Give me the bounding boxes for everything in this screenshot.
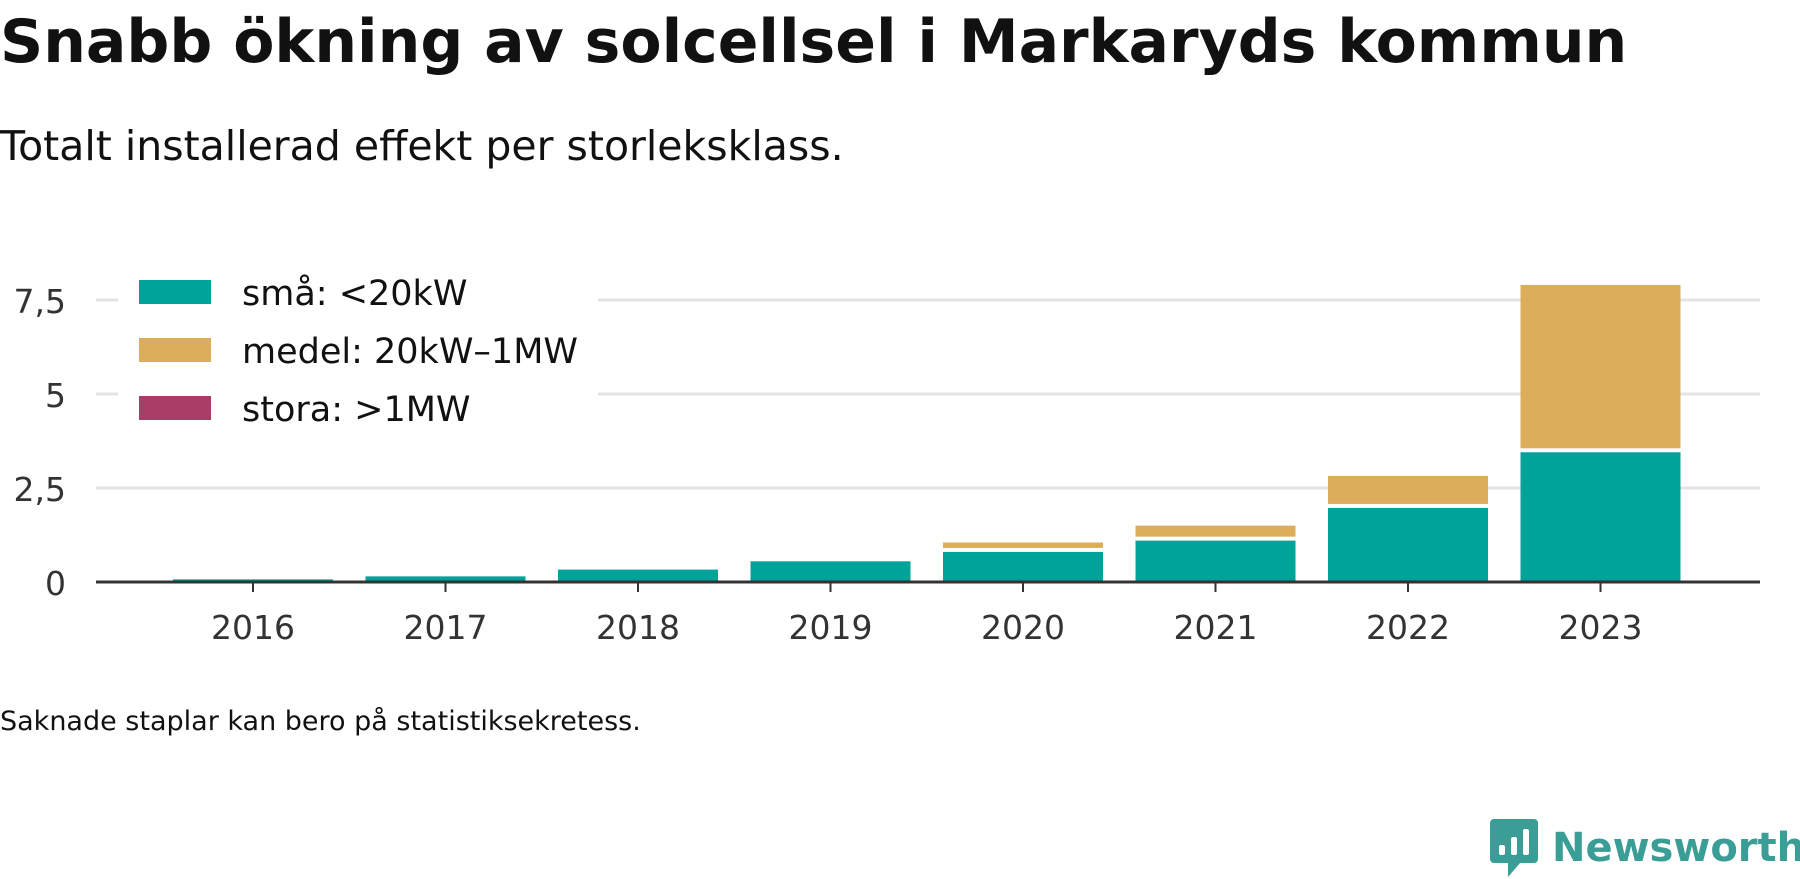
x-tick-label: 2023	[1559, 608, 1643, 647]
chart-title: Snabb ökning av solcellsel i Markaryds k…	[0, 7, 1628, 77]
chart-subtitle: Totalt installerad effekt per storlekskl…	[0, 122, 844, 170]
y-tick-label: 5	[45, 376, 66, 415]
brand-logo[interactable]: Newsworthy	[1490, 819, 1800, 877]
x-tick-label: 2021	[1174, 608, 1258, 647]
x-tick-label: 2022	[1366, 608, 1450, 647]
bar-små-2022	[1328, 507, 1488, 582]
bar-små-2020	[943, 551, 1103, 582]
legend-label: medel: 20kW–1MW	[242, 332, 578, 372]
legend-label: stora: >1MW	[242, 390, 471, 430]
footnote: Saknade staplar kan bero på statistiksek…	[0, 706, 641, 737]
y-tick-label: 0	[45, 564, 66, 603]
x-tick-label: 2020	[981, 608, 1065, 647]
x-tick-label: 2017	[404, 608, 488, 647]
y-tick-label: 2,5	[14, 470, 66, 509]
x-tick-label: 2019	[789, 608, 873, 647]
bar-små-2019	[750, 561, 911, 582]
legend-swatch	[139, 338, 211, 362]
bar-små-2023	[1520, 452, 1681, 582]
x-tick-label: 2016	[211, 608, 295, 647]
bar-medel-2021	[1135, 525, 1296, 537]
brand-name: Newsworthy	[1552, 825, 1800, 871]
bar-medel-2022	[1328, 475, 1488, 504]
bar-medel-2020	[943, 542, 1103, 548]
y-tick-label: 7,5	[14, 282, 66, 321]
legend-label: små: <20kW	[242, 273, 467, 314]
bar-små-2021	[1135, 540, 1296, 582]
bar-medel-2023	[1520, 284, 1681, 449]
bar-små-2017	[365, 576, 526, 582]
legend-swatch	[139, 396, 211, 420]
bar-små-2018	[558, 569, 718, 582]
stacked-bar-chart: 0 2,5 5 7,5 2016 2017 2018 2019 2020 2021 2022 2023…	[13, 273, 1760, 647]
x-tick-label: 2018	[596, 608, 680, 647]
legend-swatch	[139, 280, 211, 304]
newsworthy-logo-icon	[1490, 819, 1538, 877]
